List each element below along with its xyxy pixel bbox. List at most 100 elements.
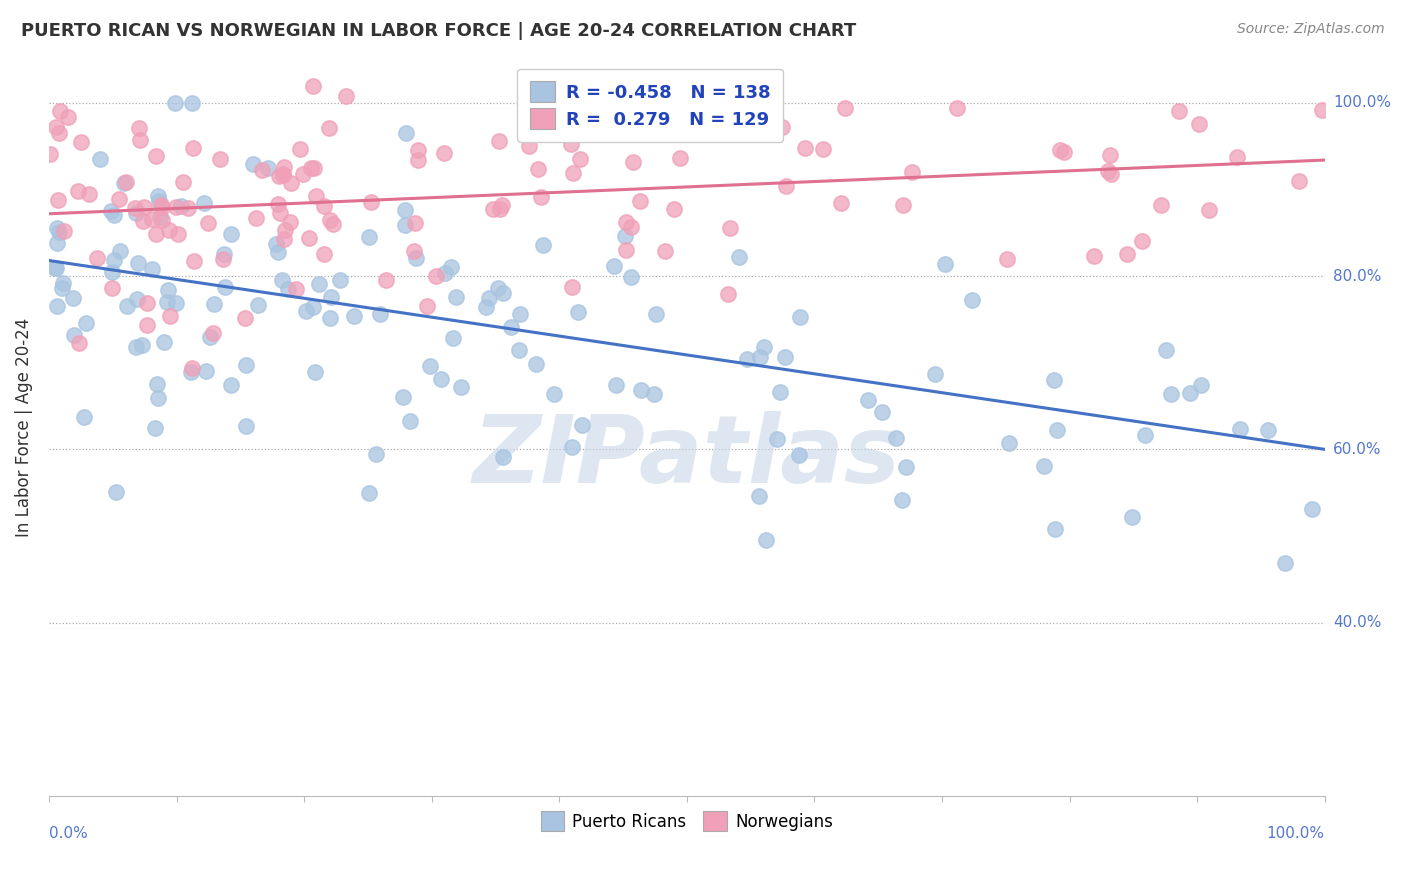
Point xyxy=(53,224,76,238)
Point xyxy=(489,202,512,216)
Point xyxy=(605,378,627,392)
Point xyxy=(728,250,751,264)
Point xyxy=(1049,144,1071,158)
Point xyxy=(319,212,342,227)
Point xyxy=(856,392,879,407)
Point xyxy=(621,155,644,169)
Point xyxy=(131,214,153,228)
Point xyxy=(567,305,589,319)
Point xyxy=(302,300,325,314)
Point xyxy=(1116,247,1139,261)
Point xyxy=(561,280,583,294)
Point xyxy=(891,198,914,212)
Point xyxy=(153,335,176,350)
Point xyxy=(141,262,163,277)
Point xyxy=(960,293,983,307)
Point xyxy=(273,161,295,175)
Point xyxy=(51,281,73,295)
Point xyxy=(665,92,688,106)
Legend: Puerto Ricans, Norwegians: Puerto Ricans, Norwegians xyxy=(533,803,841,839)
Point xyxy=(614,229,637,244)
Point xyxy=(603,259,626,273)
Point xyxy=(165,200,187,214)
Point xyxy=(486,281,509,295)
Point xyxy=(433,145,456,160)
Point xyxy=(1033,458,1056,473)
Point xyxy=(531,238,554,252)
Point xyxy=(769,385,792,400)
Point xyxy=(318,121,340,136)
Point xyxy=(440,260,463,275)
Point xyxy=(167,227,190,241)
Point xyxy=(1121,509,1143,524)
Point xyxy=(156,295,179,310)
Point xyxy=(1046,423,1069,437)
Point xyxy=(146,376,169,391)
Text: PUERTO RICAN VS NORWEGIAN IN LABOR FORCE | AGE 20-24 CORRELATION CHART: PUERTO RICAN VS NORWEGIAN IN LABOR FORCE… xyxy=(21,22,856,40)
Point xyxy=(148,194,170,209)
Point xyxy=(478,291,501,305)
Point xyxy=(150,200,173,214)
Point xyxy=(789,310,811,324)
Point xyxy=(52,276,75,290)
Point xyxy=(100,204,122,219)
Point xyxy=(266,236,288,251)
Point xyxy=(614,243,637,257)
Point xyxy=(165,96,187,111)
Point xyxy=(86,251,108,265)
Y-axis label: In Labor Force | Age 20-24: In Labor Force | Age 20-24 xyxy=(15,318,32,537)
Point xyxy=(221,227,243,241)
Point xyxy=(124,201,146,215)
Point xyxy=(67,184,90,198)
Point xyxy=(129,132,152,146)
Point xyxy=(571,417,593,432)
Point xyxy=(1257,423,1279,437)
Point xyxy=(643,387,665,401)
Point xyxy=(277,282,299,296)
Point xyxy=(748,350,770,364)
Point xyxy=(112,176,135,190)
Point xyxy=(274,222,297,236)
Point xyxy=(183,254,205,268)
Point xyxy=(302,161,325,176)
Point xyxy=(934,257,956,271)
Point xyxy=(558,120,581,134)
Point xyxy=(716,287,738,301)
Point xyxy=(425,268,447,283)
Point xyxy=(997,436,1019,450)
Point xyxy=(146,189,169,203)
Point xyxy=(775,179,797,194)
Point xyxy=(654,244,676,258)
Point xyxy=(291,167,314,181)
Point xyxy=(308,277,330,291)
Point xyxy=(430,372,453,386)
Point xyxy=(197,216,219,230)
Point xyxy=(492,450,515,465)
Point xyxy=(375,272,398,286)
Point xyxy=(620,270,643,285)
Point xyxy=(322,218,344,232)
Point xyxy=(250,162,273,177)
Point xyxy=(319,311,342,326)
Point xyxy=(181,141,204,155)
Point xyxy=(329,273,352,287)
Point xyxy=(399,414,422,428)
Point xyxy=(1312,103,1334,117)
Point xyxy=(39,147,62,161)
Point xyxy=(299,161,322,176)
Text: Source: ZipAtlas.com: Source: ZipAtlas.com xyxy=(1237,22,1385,37)
Point xyxy=(343,309,366,323)
Point xyxy=(115,175,138,189)
Point xyxy=(125,206,148,220)
Point xyxy=(278,215,301,229)
Point xyxy=(145,227,167,241)
Point xyxy=(561,440,583,454)
Point xyxy=(103,208,125,222)
Point xyxy=(728,119,751,133)
Point xyxy=(221,377,243,392)
Point xyxy=(444,290,467,304)
Point xyxy=(267,244,290,259)
Point xyxy=(924,367,946,381)
Point xyxy=(69,135,91,149)
Point xyxy=(166,296,188,310)
